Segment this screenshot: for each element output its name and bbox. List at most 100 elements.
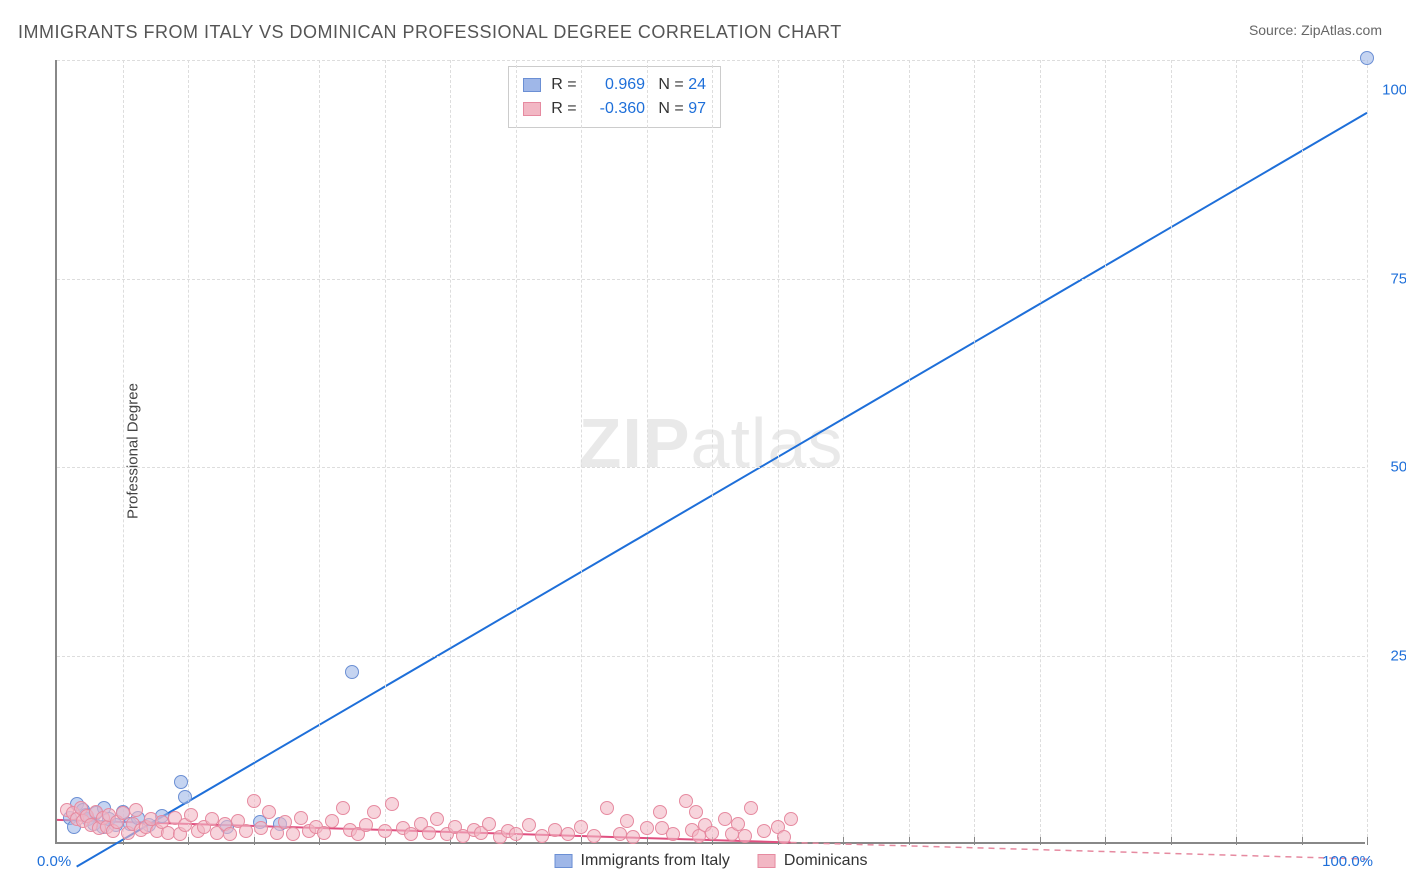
v-gridline [712, 60, 713, 842]
plot-area: Professional Degree ZIPatlas R = 0.969 N… [55, 60, 1365, 844]
x-tick [1040, 837, 1041, 845]
legend-row: R = 0.969 N = 24 [523, 73, 706, 97]
data-point-series-1 [666, 827, 680, 841]
data-point-series-1 [317, 826, 331, 840]
v-gridline [1236, 60, 1237, 842]
x-tick [1367, 837, 1368, 845]
data-point-series-1 [653, 805, 667, 819]
x-tick [581, 837, 582, 845]
bottom-legend-item: Dominicans [758, 852, 868, 870]
data-point-series-1 [359, 818, 373, 832]
v-gridline [909, 60, 910, 842]
x-tick [647, 837, 648, 845]
source-label: Source: [1249, 22, 1301, 38]
data-point-series-1 [378, 824, 392, 838]
data-point-series-1 [336, 801, 350, 815]
v-gridline [974, 60, 975, 842]
data-point-series-1 [626, 830, 640, 844]
v-gridline [188, 60, 189, 842]
source-attribution: Source: ZipAtlas.com [1249, 22, 1382, 38]
v-gridline [1105, 60, 1106, 842]
v-gridline [123, 60, 124, 842]
data-point-series-1 [705, 826, 719, 840]
x-tick [1171, 837, 1172, 845]
v-gridline [1367, 60, 1368, 842]
v-gridline [319, 60, 320, 842]
v-gridline [516, 60, 517, 842]
data-point-series-1 [535, 829, 549, 843]
data-point-series-1 [422, 826, 436, 840]
data-point-series-1 [718, 812, 732, 826]
data-point-series-1 [744, 801, 758, 815]
x-tick [1302, 837, 1303, 845]
v-gridline [1302, 60, 1303, 842]
data-point-series-1 [548, 823, 562, 837]
y-tick-label: 100.0% [1382, 82, 1406, 99]
x-tick [254, 837, 255, 845]
data-point-series-1 [404, 827, 418, 841]
data-point-series-1 [640, 821, 654, 835]
x-tick-label: 0.0% [37, 853, 71, 870]
v-gridline [778, 60, 779, 842]
data-point-series-1 [738, 829, 752, 843]
bottom-legend-label: Dominicans [784, 852, 868, 870]
legend-row: R = -0.360 N = 97 [523, 97, 706, 121]
data-point-series-1 [223, 827, 237, 841]
data-point-series-1 [262, 805, 276, 819]
y-tick-label: 75.0% [1390, 270, 1406, 287]
data-point-series-1 [254, 821, 268, 835]
trend-line [791, 842, 1367, 859]
v-gridline [647, 60, 648, 842]
data-point-series-1 [574, 820, 588, 834]
data-point-series-1 [294, 811, 308, 825]
correlation-legend: R = 0.969 N = 24 R = -0.360 N = 97 [508, 66, 721, 128]
data-point-series-0 [1360, 51, 1374, 65]
x-tick [188, 837, 189, 845]
v-gridline [1040, 60, 1041, 842]
data-point-series-1 [205, 812, 219, 826]
data-point-series-1 [757, 824, 771, 838]
legend-stats: R = -0.360 N = 97 [551, 100, 706, 118]
data-point-series-1 [679, 794, 693, 808]
v-gridline [450, 60, 451, 842]
data-point-series-1 [561, 827, 575, 841]
data-point-series-1 [522, 818, 536, 832]
data-point-series-1 [430, 812, 444, 826]
v-gridline [1171, 60, 1172, 842]
data-point-series-1 [184, 808, 198, 822]
data-point-series-1 [509, 827, 523, 841]
x-tick [974, 837, 975, 845]
v-gridline [385, 60, 386, 842]
legend-swatch [555, 854, 573, 868]
v-gridline [254, 60, 255, 842]
data-point-series-1 [325, 814, 339, 828]
y-tick-label: 50.0% [1390, 459, 1406, 476]
data-point-series-1 [784, 812, 798, 826]
data-point-series-0 [178, 790, 192, 804]
data-point-series-0 [174, 775, 188, 789]
legend-swatch [523, 78, 541, 92]
data-point-series-1 [239, 824, 253, 838]
legend-swatch [758, 854, 776, 868]
data-point-series-1 [482, 817, 496, 831]
x-tick [843, 837, 844, 845]
data-point-series-1 [613, 827, 627, 841]
data-point-series-1 [286, 827, 300, 841]
x-tick [909, 837, 910, 845]
x-tick [1236, 837, 1237, 845]
legend-stats: R = 0.969 N = 24 [551, 76, 706, 94]
x-tick [1105, 837, 1106, 845]
data-point-series-1 [247, 794, 261, 808]
data-point-series-1 [689, 805, 703, 819]
data-point-series-1 [129, 803, 143, 817]
bottom-legend-label: Immigrants from Italy [581, 852, 730, 870]
series-legend: Immigrants from Italy Dominicans [555, 852, 868, 870]
source-name: ZipAtlas.com [1301, 22, 1382, 38]
trend-line [77, 113, 1367, 867]
x-tick-label: 100.0% [1322, 853, 1373, 870]
data-point-series-0 [345, 665, 359, 679]
data-point-series-1 [587, 829, 601, 843]
data-point-series-1 [600, 801, 614, 815]
data-point-series-1 [367, 805, 381, 819]
data-point-series-1 [385, 797, 399, 811]
